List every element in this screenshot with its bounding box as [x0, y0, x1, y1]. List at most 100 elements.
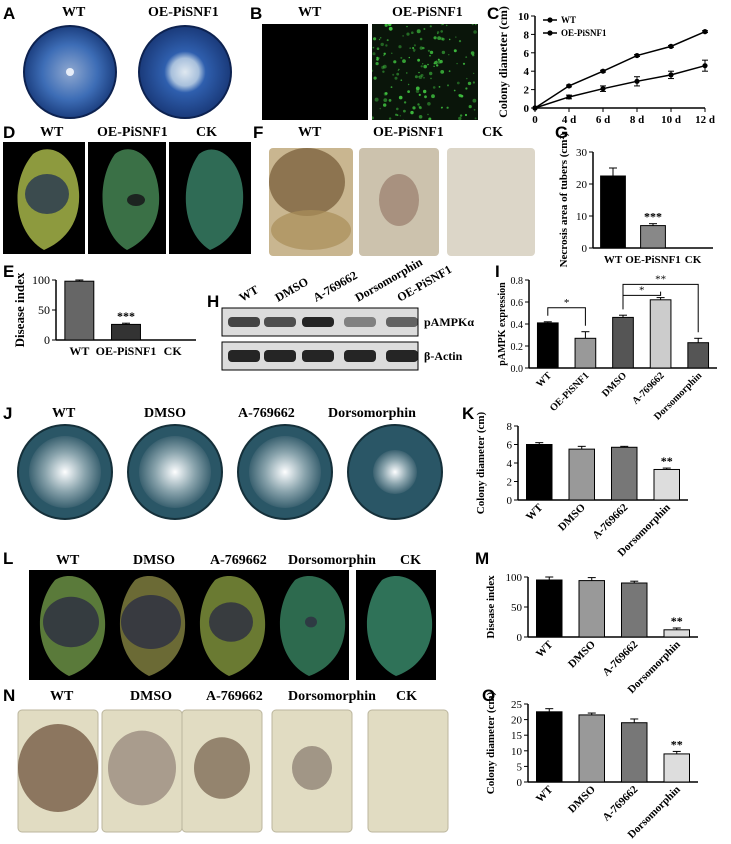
- fluorescence-spot: [427, 63, 429, 66]
- x-tick-label: 8 d: [630, 114, 644, 126]
- fluorescence-spot: [372, 46, 375, 49]
- fluorescence-spot: [400, 79, 403, 81]
- fluorescence-spot: [434, 60, 438, 65]
- x-tick-label: WT: [69, 344, 89, 358]
- panel-b-label-oe: OE-PiSNF1: [392, 5, 463, 20]
- fluorescence-spot: [442, 24, 444, 26]
- fluorescence-spot: [406, 72, 408, 74]
- y-axis-label: Colony diameter (cm): [475, 411, 487, 514]
- bar: [536, 322, 559, 369]
- fluorescence-spot: [472, 81, 475, 84]
- fluorescence-spot: [418, 76, 420, 78]
- fluorescence-spot: [412, 47, 415, 49]
- fluorescence-spot: [375, 62, 379, 66]
- panel-j-label-a769662: A-769662: [238, 406, 295, 421]
- band-actin: [264, 350, 296, 362]
- y-axis-label: Disease index: [485, 575, 497, 639]
- fluorescence-spot: [440, 37, 444, 41]
- fluorescence-spot: [438, 86, 441, 88]
- fluorescence-spot: [448, 38, 451, 41]
- panel-l-leaf-images: [29, 570, 436, 680]
- fluorescence-spot: [466, 77, 468, 80]
- fluorescence-spot: [423, 64, 427, 69]
- data-point: [702, 29, 708, 35]
- fluorescence-spot: [441, 50, 446, 55]
- fluorescence-spot: [431, 94, 435, 99]
- fluorescence-spot: [473, 108, 476, 111]
- legend-marker: [547, 30, 553, 36]
- plate-oe: [138, 25, 232, 119]
- fluorescence-spot: [372, 116, 374, 120]
- panel-n-tuber-images: [17, 709, 449, 833]
- y-tick-label: 50: [511, 602, 523, 614]
- y-tick-label: 20: [576, 179, 588, 191]
- fluorescence-spot: [393, 60, 397, 64]
- fluorescence-spot: [389, 26, 391, 29]
- x-tick-label: DMSO: [556, 501, 588, 533]
- y-axis-label: pAMPK expression: [497, 282, 508, 366]
- lane-label: DMSO: [273, 274, 311, 304]
- legend-marker: [547, 17, 553, 23]
- fluorescence-spot: [396, 72, 400, 76]
- fluorescence-spot: [433, 36, 437, 40]
- fluorescence-spot: [382, 64, 387, 69]
- panel-d-label-wt: WT: [40, 125, 64, 140]
- bar: [574, 337, 597, 369]
- tuber-slice: [367, 709, 449, 833]
- y-tick-label: 8: [524, 29, 530, 41]
- significance-label: *: [564, 297, 570, 309]
- panel-letter-h: H: [207, 292, 220, 311]
- fluorescence-spot: [416, 29, 421, 34]
- panel-f-label-wt: WT: [298, 125, 322, 140]
- fluorescence-spot: [372, 52, 376, 56]
- fluorescence-spot: [412, 106, 416, 110]
- fluorescence-spot: [424, 95, 427, 99]
- y-tick-label: 50: [38, 303, 50, 317]
- fluorescence-spot: [373, 76, 377, 80]
- panel-f-tuber-images: [267, 142, 545, 260]
- bar: [611, 446, 638, 501]
- fluorescence-spot: [465, 56, 468, 58]
- fluorescence-spot: [402, 119, 404, 120]
- fluorescence-spot: [423, 28, 426, 30]
- fluorescence-spot: [419, 106, 422, 110]
- fluorescence-spot: [410, 110, 414, 115]
- panel-c-line-chart: 0 2 4 6 8 10 0 4 d 6 d 8 d 10 d 12 d WT OE-PiSNF1 Colo…: [496, 6, 715, 126]
- fluorescence-spot: [372, 69, 374, 72]
- fluorescence-spot: [429, 25, 432, 28]
- fluorescence-spot: [418, 71, 420, 74]
- panel-f-label-ck: CK: [482, 125, 503, 140]
- band-pampk: [386, 317, 418, 327]
- x-tick-label: WT: [534, 638, 556, 660]
- fluorescence-spot: [388, 26, 393, 31]
- fluorescence-spot: [468, 105, 472, 109]
- significance-bracket: [622, 283, 699, 333]
- x-tick-label: WT: [604, 254, 623, 266]
- panel-j-plate-images: [17, 424, 443, 520]
- fluorescence-spot: [387, 24, 392, 27]
- y-tick-label: 5: [517, 761, 523, 773]
- fluorescence-spot: [398, 68, 400, 71]
- fluorescence-spot: [383, 103, 387, 107]
- fluorescence-spot: [415, 86, 420, 91]
- y-tick-label: 4: [524, 66, 530, 78]
- fluorescence-spot: [440, 107, 443, 109]
- fluorescence-spot: [418, 105, 421, 109]
- fluorescence-spot: [412, 48, 416, 52]
- bar: [536, 711, 563, 783]
- fluorescence-spot: [417, 103, 420, 106]
- legend-label: WT: [561, 15, 576, 25]
- lesion: [209, 602, 253, 642]
- panel-a-label-oe: OE-PiSNF1: [148, 5, 219, 20]
- x-tick-label: DMSO: [566, 638, 598, 670]
- panel-b-label-wt: WT: [298, 5, 322, 20]
- y-tick-label: 0: [582, 243, 588, 255]
- fluorescence-spot: [470, 51, 475, 55]
- y-tick-label: 0: [517, 777, 523, 789]
- panel-letter-f: F: [253, 123, 264, 142]
- fluorescence-spot: [382, 70, 385, 73]
- bar: [612, 316, 634, 369]
- panel-l-label-dorsomorphin: Dorsomorphin: [288, 553, 376, 568]
- panel-letter-j: J: [3, 404, 13, 423]
- fluorescence-spot: [437, 36, 441, 40]
